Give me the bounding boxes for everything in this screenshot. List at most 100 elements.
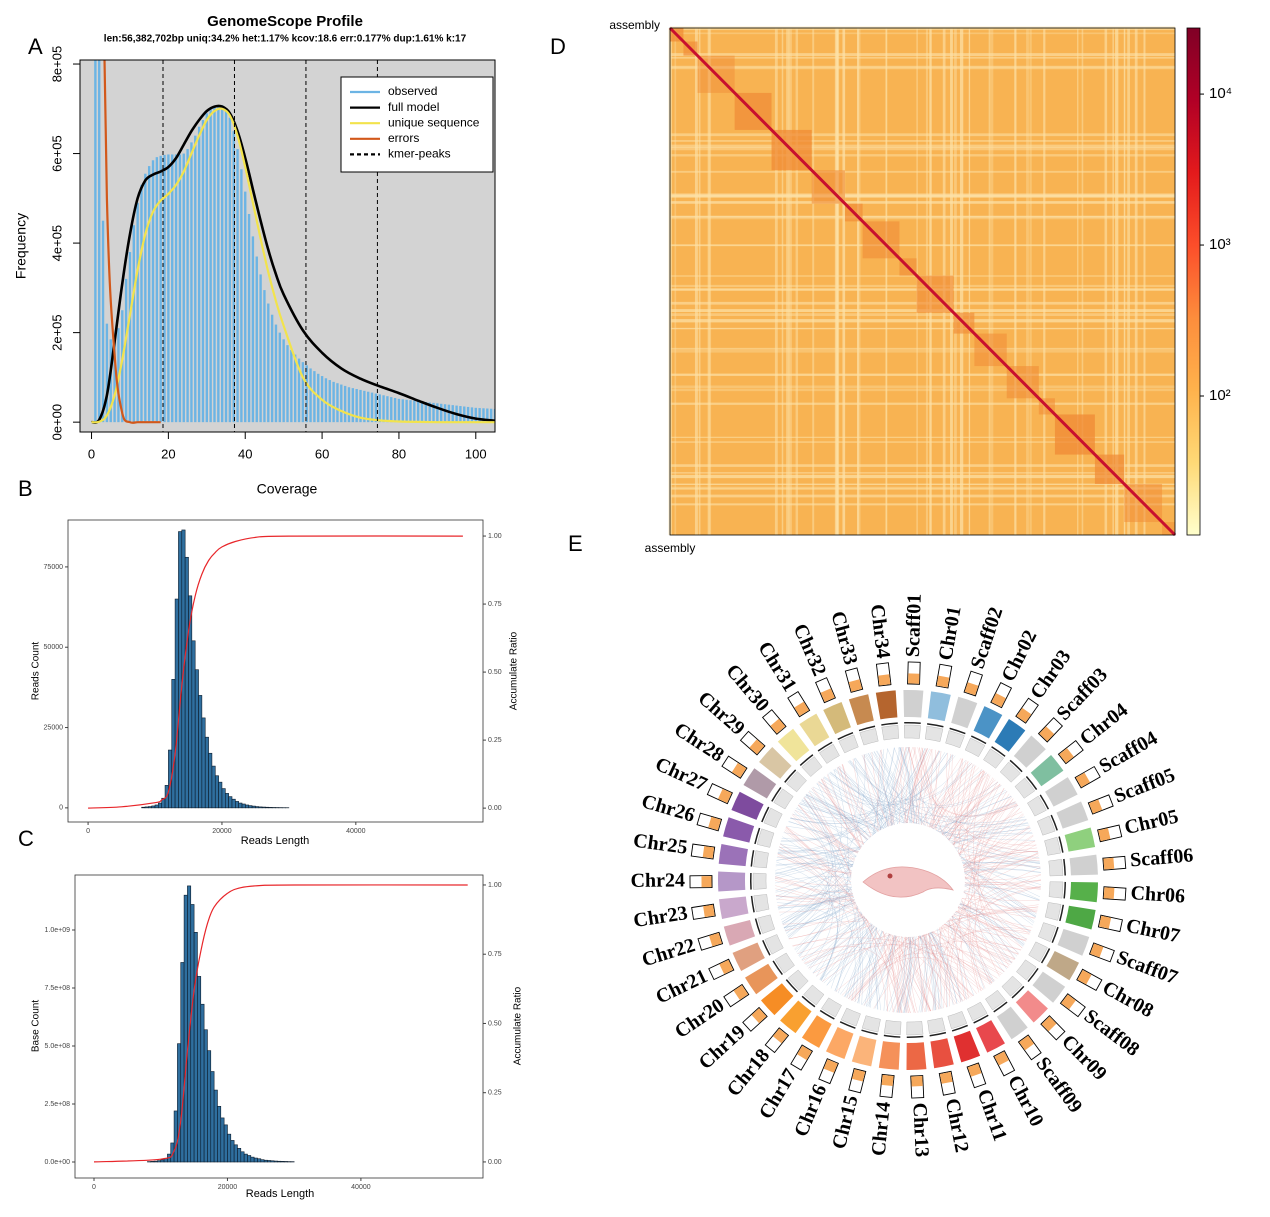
link: [781, 748, 926, 841]
histogram-bar: [259, 274, 262, 423]
histogram-bar: [182, 153, 185, 423]
histogram-bar: [163, 154, 166, 423]
density-box-frame: [1037, 717, 1064, 743]
plot-frame: [74, 874, 484, 1179]
histogram-bar: [489, 408, 493, 423]
y-tick-label: 75000: [44, 564, 64, 571]
x-tick-label: 20000: [212, 828, 232, 835]
ideogram-line: [1059, 904, 1065, 922]
x-tick-label: 80: [392, 446, 406, 461]
link: [848, 760, 1040, 859]
histogram-bar: [270, 1160, 275, 1163]
link: [946, 752, 1040, 859]
link: [975, 834, 1034, 985]
link: [781, 747, 900, 840]
track-arc: [774, 952, 795, 974]
y2-tick-label: 0.50: [488, 669, 502, 676]
y-tick-label: 6e+05: [49, 135, 64, 172]
histogram-bar: [173, 1110, 178, 1163]
density-box-fill: [1103, 887, 1115, 899]
link: [801, 794, 837, 961]
histogram-bar: [221, 788, 226, 809]
density-box: [691, 903, 716, 920]
histogram-bar: [343, 385, 347, 423]
y-tick-label: 0e+00: [49, 404, 64, 441]
ideogram-line: [1027, 967, 1039, 983]
density-box: [761, 709, 787, 735]
data-line: [88, 535, 463, 809]
link: [790, 752, 946, 824]
histogram-bar: [203, 1029, 208, 1163]
track-arc: [924, 725, 944, 742]
density-box-fill: [939, 1071, 953, 1084]
x-axis-label: assembly: [645, 541, 696, 555]
density-box-fill: [1019, 1035, 1034, 1051]
density-box: [1076, 968, 1103, 992]
density-box: [815, 677, 836, 704]
histogram-bar: [474, 407, 477, 423]
density-box-fill: [1098, 915, 1112, 929]
link: [908, 746, 1018, 817]
histogram-bar: [409, 400, 412, 423]
link: [966, 765, 1016, 960]
histogram-bar: [265, 806, 270, 809]
ideogram-line: [1063, 881, 1066, 899]
link: [879, 749, 999, 806]
track-arc: [757, 914, 776, 934]
histogram-bar: [223, 1124, 228, 1163]
histogram-bar: [194, 669, 199, 809]
histogram-bar: [140, 184, 143, 423]
link: [792, 748, 928, 822]
link: [796, 806, 841, 981]
histogram-bar: [153, 1160, 158, 1163]
chromosome-label: Chr25: [632, 830, 689, 859]
chromosome-block: [906, 1042, 927, 1070]
histogram-bar: [209, 108, 212, 423]
histogram-bar: [261, 806, 266, 809]
histogram-bar: [205, 113, 208, 423]
link: [792, 937, 996, 981]
histogram-bar: [178, 531, 183, 809]
density-box: [1097, 914, 1123, 933]
density-box: [696, 812, 723, 832]
histogram-bar: [171, 679, 176, 809]
histogram-bar: [217, 1106, 222, 1163]
histogram-bar: [283, 1161, 288, 1163]
track-arc: [763, 807, 783, 828]
histogram-bar: [248, 805, 253, 809]
density-box: [1087, 794, 1114, 815]
track-arc: [985, 989, 1007, 1011]
histogram-bar: [367, 391, 370, 423]
link: [921, 747, 1037, 846]
ideogram-line: [754, 918, 762, 935]
histogram-bar: [280, 1161, 285, 1163]
link: [914, 747, 1038, 853]
data-line: [91, 107, 495, 424]
chromosome-label: Chr07: [1124, 915, 1182, 948]
histogram-bar: [263, 1159, 268, 1163]
histogram-bar: [178, 154, 182, 423]
track-arc: [752, 872, 767, 890]
chromosome-block: [718, 871, 746, 892]
link: [801, 799, 861, 1004]
y-axis-label: Reads Count: [31, 642, 42, 701]
histogram-bar: [235, 801, 239, 809]
chromosome-block: [760, 983, 794, 1016]
chromosome-label: Chr21: [652, 965, 711, 1008]
histogram-bar: [240, 1151, 245, 1163]
link: [917, 747, 1037, 914]
chromosome-label: Scaff02: [967, 604, 1008, 671]
histogram-bar: [286, 345, 289, 423]
chromosome-block: [930, 1038, 954, 1069]
link: [921, 927, 1032, 1013]
track-arc: [801, 756, 823, 777]
histogram-bar: [416, 401, 420, 423]
density-box: [1088, 942, 1115, 963]
chromosome-block: [1065, 905, 1096, 930]
histogram-bar: [328, 380, 331, 423]
chromosome-block: [1069, 854, 1098, 876]
chromosome-label: Chr14: [868, 1101, 895, 1157]
track-arc: [753, 894, 770, 913]
histogram-bar: [263, 290, 266, 423]
